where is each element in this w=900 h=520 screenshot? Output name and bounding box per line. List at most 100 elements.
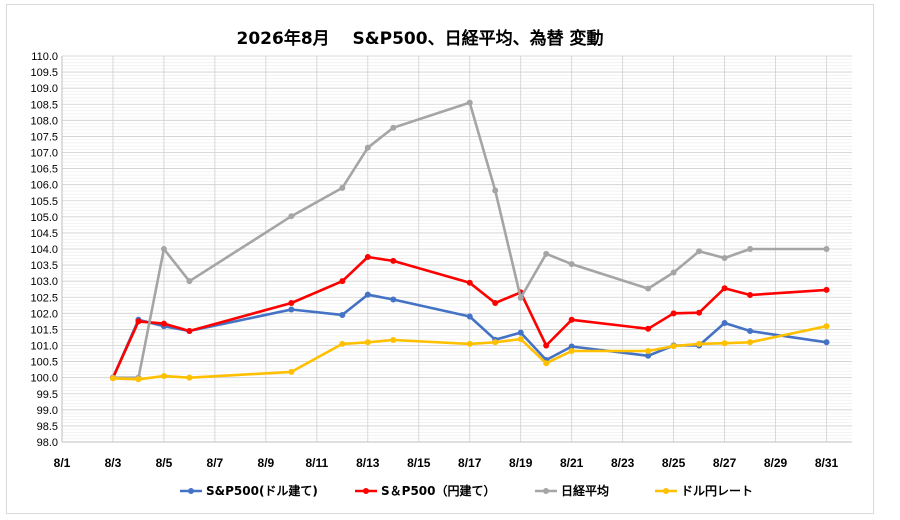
data-point [288,213,295,220]
data-point [543,360,550,367]
y-tick-label: 101.5 [30,324,58,336]
data-point [721,319,728,326]
y-tick-label: 107.5 [30,131,58,143]
legend: S&P500(ドル建て) S＆P500（円建て） 日経平均 ドル円レート [180,483,753,498]
data-point [186,328,193,335]
data-point [364,291,371,298]
data-point [364,144,371,151]
y-tick-label: 98.0 [37,437,58,449]
data-point [288,300,295,307]
y-tick-label: 100.0 [30,373,58,385]
data-point [823,339,830,346]
legend-item: S＆P500（円建て） [355,483,496,498]
data-point [696,309,703,316]
data-point [288,306,295,313]
data-point [339,311,346,318]
data-point [823,246,830,252]
series-4 [109,323,830,383]
legend-item: ドル円レート [655,484,753,498]
data-point [747,246,754,252]
data-point [747,339,754,346]
legend-swatch-marker [663,488,669,494]
y-tick-label: 108.0 [30,115,58,127]
x-tick-label: 8/9 [258,456,275,470]
y-tick-label: 100.5 [30,357,58,369]
y-tick-label: 99.0 [37,405,58,417]
y-tick-label: 109.5 [30,67,58,79]
legend-swatch-marker [543,488,549,494]
data-point [339,184,346,191]
data-point [543,250,550,257]
y-tick-label: 104.5 [30,228,58,240]
data-point [160,320,167,327]
legend-swatch-marker [188,488,194,494]
data-point [823,286,830,293]
series-layer [109,99,830,383]
y-tick-label: 110.0 [31,51,58,63]
legend-item: 日経平均 [535,483,609,498]
data-point [390,337,397,344]
legend-label: S&P500(ドル建て) [206,483,318,498]
data-point [747,291,754,298]
x-tick-label: 8/3 [105,456,122,470]
x-tick-label: 8/15 [407,456,431,470]
data-point [517,336,524,343]
data-point [543,342,550,349]
y-tick-label: 106.5 [30,164,58,176]
y-tick-label: 104.0 [30,244,58,256]
x-tick-label: 8/7 [207,456,224,470]
x-tick-label: 8/31 [815,456,839,470]
y-tick-label: 103.0 [30,276,58,288]
data-point [135,318,142,325]
data-point [160,373,167,380]
x-tick-label: 8/5 [156,456,173,470]
data-point [645,352,652,359]
data-point [364,254,371,261]
legend-label: 日経平均 [561,483,609,498]
axis-layer: 98.0 98.5 99.0 99.5 100.0 100.5 101.0 101.5 102.… [30,51,852,470]
data-point [645,285,652,292]
data-point [492,300,499,307]
data-point [135,376,142,383]
data-point [696,340,703,347]
data-point [670,310,677,317]
data-point [109,375,116,382]
y-tick-label: 109.0 [30,83,58,95]
x-tick-label: 8/13 [356,456,380,470]
y-tick-label: 102.5 [30,292,58,304]
data-point [466,99,473,106]
data-point [466,279,473,286]
data-point [645,347,652,354]
data-point [747,328,754,335]
x-tick-label: 8/25 [662,456,686,470]
y-tick-label: 98.5 [37,421,58,433]
y-tick-label: 102.0 [30,308,58,320]
data-point [568,343,575,350]
data-point [364,339,371,346]
legend-label: ドル円レート [681,484,753,498]
x-tick-label: 8/27 [713,456,737,470]
x-tick-label: 8/11 [305,456,328,470]
data-point [517,294,524,301]
data-point [670,269,677,276]
chart-title: 2026年8月 S&P500、日経平均、為替 変動 [237,28,604,49]
data-point [186,374,193,381]
data-point [568,347,575,354]
data-point [466,313,473,320]
data-point [390,296,397,303]
data-point [645,325,652,332]
legend-label: S＆P500（円建て） [381,483,496,498]
data-point [568,316,575,323]
data-point [670,343,677,350]
data-point [721,255,728,262]
data-point [492,339,499,346]
legend-item: S&P500(ドル建て) [180,483,318,498]
data-point [517,329,524,336]
x-tick-label: 8/19 [509,456,533,470]
grid-layer [61,55,852,443]
y-tick-label: 103.5 [30,260,58,272]
data-point [186,278,193,285]
data-point [339,340,346,347]
y-tick-label: 99.5 [37,389,58,401]
